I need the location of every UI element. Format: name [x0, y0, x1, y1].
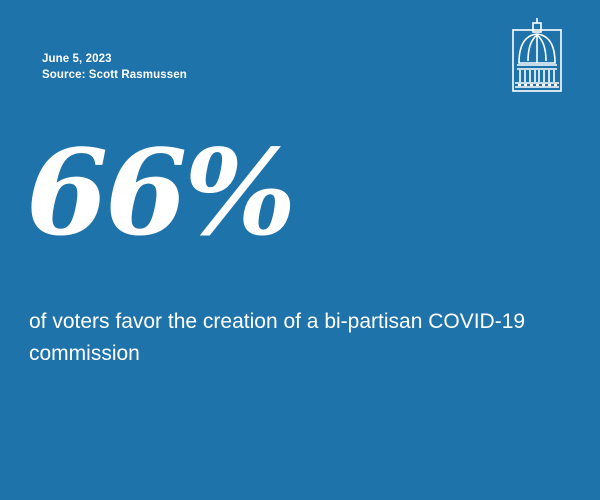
date-label: June 5, 2023: [42, 53, 112, 65]
source-label: Source: Scott Rasmussen: [42, 69, 187, 81]
stat-caption: of voters favor the creation of a bi-par…: [29, 310, 526, 365]
meta-block: June 5, 2023 Source: Scott Rasmussen: [42, 51, 187, 83]
stat-value: 66%: [26, 123, 296, 262]
capitol-dome-icon: [512, 18, 562, 92]
